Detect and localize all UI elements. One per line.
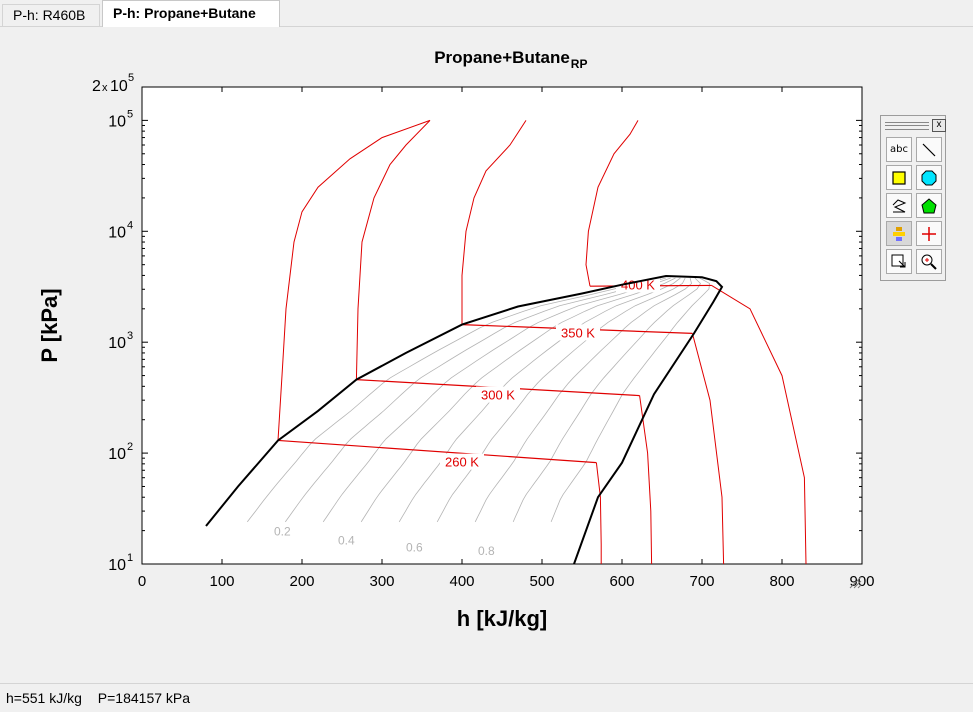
y-tick-label: 10 — [108, 224, 126, 241]
isotherm-liquid-line — [585, 120, 639, 287]
isotherm-label: 260 K — [445, 455, 479, 470]
x-tick-label: 600 — [609, 573, 634, 590]
y-tick-exponent: 1 — [127, 552, 133, 564]
x-axis-label: h [kJ/kg] — [457, 606, 547, 631]
chart-title: Propane+Butane — [434, 48, 570, 67]
isotherm-vapor-line — [691, 333, 725, 564]
quality-label: 0.4 — [338, 533, 355, 547]
ph-chart[interactable]: 0.2 0.4 0.6 0.8 260 K 300 K 350 K 400 K 0 100 200 3… — [0, 27, 973, 682]
x-tick-label: 500 — [529, 573, 554, 590]
y-tick-exponent: 4 — [127, 219, 133, 231]
x-tick-label: 300 — [369, 573, 394, 590]
zoom-tool-icon[interactable] — [916, 249, 942, 274]
isotherm-label: 300 K — [481, 388, 515, 403]
toolbar-grip[interactable] — [885, 122, 929, 130]
move-tool-icon[interactable] — [886, 221, 912, 246]
x-tick-label: 0 — [138, 573, 146, 590]
y-tick-label: 10 — [108, 113, 126, 130]
export-tool-icon[interactable] — [886, 249, 912, 274]
drawing-toolbar: x abc — [880, 115, 946, 281]
isotherm-liquid-line — [355, 120, 431, 380]
x-tick-label: 200 — [289, 573, 314, 590]
isotherm-twophase-line — [277, 439, 597, 464]
text-tool-icon[interactable]: abc — [886, 137, 912, 162]
y-tick-exponent: 5 — [127, 108, 133, 120]
isotherm-label-bg — [556, 324, 600, 341]
isotherm-label-bg — [616, 276, 660, 293]
y-tick-label: 10 — [108, 557, 126, 574]
resize-grip-icon[interactable] — [848, 575, 862, 589]
quality-line — [246, 277, 662, 523]
x-tick-label: 700 — [689, 573, 714, 590]
isotherm-liquid-line — [277, 119, 431, 441]
quality-label: 0.2 — [274, 525, 291, 539]
isotherm-label-bg — [440, 453, 484, 470]
status-pressure: P=184157 kPa — [97, 690, 191, 706]
circle-tool-icon[interactable] — [916, 165, 942, 190]
y-tick-label: 10 — [108, 446, 126, 463]
tab-p-h-propane-butane[interactable]: P-h: Propane+Butane — [102, 0, 280, 27]
y-tick-label: 10 — [108, 335, 126, 352]
tab-bar: P-h: R460B P-h: Propane+Butane — [0, 0, 973, 27]
y-axis-label: P [kPa] — [37, 288, 62, 362]
plot-area[interactable] — [141, 86, 863, 565]
isotherm-liquid-line — [461, 120, 527, 325]
quality-line — [360, 277, 676, 523]
isotherm-vapor-line — [711, 284, 807, 564]
isotherm-label: 400 K — [621, 277, 655, 292]
y-tick-exponent: 3 — [127, 330, 133, 342]
y-top-exponent: 5 — [128, 72, 134, 84]
isotherm-label-bg — [476, 386, 520, 403]
crosshair-tool-icon[interactable] — [916, 221, 942, 246]
quality-line — [436, 277, 686, 523]
quality-label: 0.6 — [406, 540, 423, 554]
line-tool-icon[interactable] — [916, 137, 942, 162]
x-tick-label: 100 — [209, 573, 234, 590]
plot-window: 0.2 0.4 0.6 0.8 260 K 300 K 350 K 400 K 0 100 200 3… — [0, 27, 973, 682]
chart-title-subscript: RP — [571, 57, 588, 71]
y-top-prefix: 2 — [92, 78, 101, 95]
tab-p-h-r460b[interactable]: P-h: R460B — [2, 4, 100, 26]
y-tick-exponent: 2 — [127, 441, 133, 453]
polyline-tool-icon[interactable] — [886, 193, 912, 218]
toolbar-close-button[interactable]: x — [932, 119, 946, 132]
isotherm-vapor-line — [595, 462, 602, 564]
polygon-tool-icon[interactable] — [916, 193, 942, 218]
y-top-base: 10 — [110, 78, 128, 95]
quality-line — [474, 277, 692, 523]
rectangle-tool-icon[interactable] — [886, 165, 912, 190]
status-bar: h=551 kJ/kg P=184157 kPa — [0, 683, 973, 711]
quality-line — [322, 277, 671, 523]
x-tick-label: 800 — [769, 573, 794, 590]
quality-line — [512, 277, 702, 523]
quality-line — [550, 277, 711, 523]
x-tick-label: 400 — [449, 573, 474, 590]
isotherm-label: 350 K — [561, 325, 595, 340]
quality-line — [284, 277, 667, 523]
isotherm-vapor-line — [639, 395, 653, 564]
status-enthalpy: h=551 kJ/kg — [6, 690, 82, 706]
quality-label: 0.8 — [478, 544, 495, 558]
text-tool-label: abc — [890, 144, 908, 155]
saturation-dome — [205, 274, 724, 564]
y-top-mult: x — [102, 82, 108, 94]
